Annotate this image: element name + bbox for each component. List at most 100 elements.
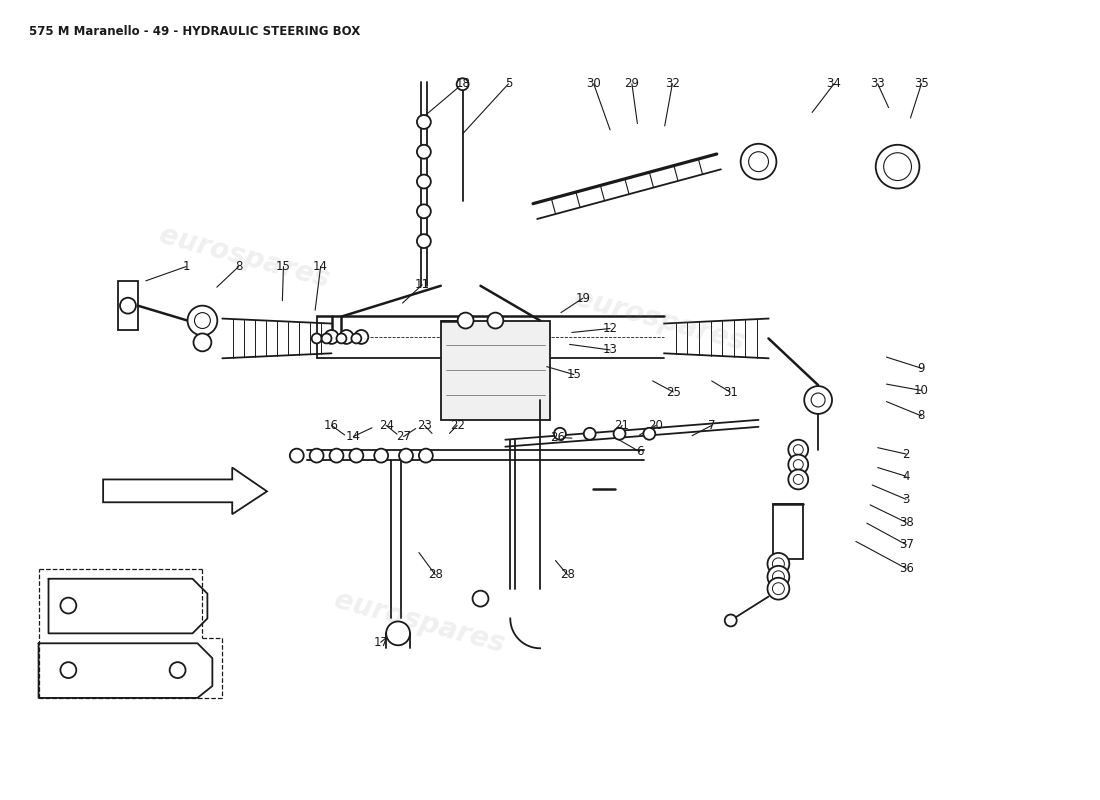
Circle shape xyxy=(789,454,808,474)
Text: 24: 24 xyxy=(378,419,394,432)
Circle shape xyxy=(419,449,432,462)
Circle shape xyxy=(330,449,343,462)
Text: 19: 19 xyxy=(575,292,591,305)
Text: 38: 38 xyxy=(899,516,913,529)
Circle shape xyxy=(169,662,186,678)
Text: 8: 8 xyxy=(235,260,242,273)
Circle shape xyxy=(350,449,363,462)
Text: 5: 5 xyxy=(505,78,513,90)
Text: 22: 22 xyxy=(450,419,464,432)
Text: 15: 15 xyxy=(276,260,290,273)
Text: 30: 30 xyxy=(586,78,601,90)
Circle shape xyxy=(789,470,808,490)
Text: eurospares: eurospares xyxy=(330,586,507,658)
Text: 37: 37 xyxy=(899,538,913,551)
Circle shape xyxy=(351,334,361,343)
Circle shape xyxy=(749,152,769,171)
Text: 34: 34 xyxy=(826,78,842,90)
Text: eurospares: eurospares xyxy=(571,284,748,357)
Circle shape xyxy=(487,313,504,329)
Circle shape xyxy=(789,440,808,459)
Text: 28: 28 xyxy=(560,568,575,582)
Text: 29: 29 xyxy=(625,78,639,90)
Circle shape xyxy=(120,298,136,314)
Circle shape xyxy=(386,622,410,646)
Circle shape xyxy=(793,474,803,485)
Circle shape xyxy=(324,330,339,344)
Text: 21: 21 xyxy=(615,419,629,432)
Text: 28: 28 xyxy=(428,568,442,582)
Circle shape xyxy=(417,145,431,158)
Circle shape xyxy=(883,153,912,181)
Circle shape xyxy=(311,334,321,343)
Text: 14: 14 xyxy=(314,260,328,273)
Circle shape xyxy=(804,386,832,414)
Circle shape xyxy=(354,330,368,344)
Text: 20: 20 xyxy=(649,419,663,432)
Text: 35: 35 xyxy=(914,78,928,90)
Polygon shape xyxy=(103,467,267,514)
Circle shape xyxy=(772,571,784,582)
Text: 2: 2 xyxy=(902,447,910,461)
Circle shape xyxy=(195,313,210,329)
Circle shape xyxy=(793,445,803,454)
Text: 8: 8 xyxy=(917,410,925,422)
Circle shape xyxy=(417,204,431,218)
Circle shape xyxy=(374,449,388,462)
Text: 18: 18 xyxy=(455,78,470,90)
Circle shape xyxy=(337,334,346,343)
Circle shape xyxy=(584,428,596,440)
Text: 10: 10 xyxy=(914,384,928,397)
Circle shape xyxy=(614,428,626,440)
Circle shape xyxy=(417,174,431,189)
Circle shape xyxy=(768,553,790,574)
Circle shape xyxy=(340,330,353,344)
Text: 12: 12 xyxy=(603,322,617,335)
Circle shape xyxy=(793,459,803,470)
Circle shape xyxy=(554,428,565,440)
Circle shape xyxy=(725,614,737,626)
Circle shape xyxy=(321,334,331,343)
Text: 17: 17 xyxy=(373,636,388,649)
Text: 36: 36 xyxy=(899,562,913,575)
Text: 3: 3 xyxy=(902,493,910,506)
Circle shape xyxy=(289,449,304,462)
Circle shape xyxy=(473,590,488,606)
Text: 13: 13 xyxy=(603,343,617,357)
Circle shape xyxy=(811,393,825,407)
Text: 31: 31 xyxy=(723,386,738,398)
Text: 9: 9 xyxy=(917,362,925,374)
Text: 26: 26 xyxy=(550,431,565,444)
Circle shape xyxy=(60,662,76,678)
Text: 15: 15 xyxy=(566,368,582,381)
Circle shape xyxy=(417,234,431,248)
Text: 7: 7 xyxy=(708,419,715,432)
Text: 25: 25 xyxy=(666,386,681,398)
Text: 575 M Maranello - 49 - HYDRAULIC STEERING BOX: 575 M Maranello - 49 - HYDRAULIC STEERIN… xyxy=(29,25,360,38)
Circle shape xyxy=(194,334,211,351)
Circle shape xyxy=(456,78,469,90)
Circle shape xyxy=(768,566,790,588)
Bar xyxy=(441,321,550,420)
Bar xyxy=(118,281,138,330)
Circle shape xyxy=(310,449,323,462)
Text: 6: 6 xyxy=(636,445,644,458)
Circle shape xyxy=(187,306,218,335)
Text: 33: 33 xyxy=(870,78,886,90)
Circle shape xyxy=(772,558,784,570)
Text: 23: 23 xyxy=(417,419,432,432)
Text: 27: 27 xyxy=(396,430,411,443)
Text: 4: 4 xyxy=(902,470,910,482)
Bar xyxy=(773,504,803,559)
Circle shape xyxy=(60,598,76,614)
Text: 16: 16 xyxy=(324,419,339,432)
Circle shape xyxy=(458,313,473,329)
Circle shape xyxy=(768,578,790,600)
Circle shape xyxy=(399,449,412,462)
Text: 14: 14 xyxy=(345,430,361,443)
Circle shape xyxy=(772,582,784,594)
Text: 1: 1 xyxy=(183,260,190,273)
Circle shape xyxy=(876,145,920,189)
Circle shape xyxy=(740,144,777,179)
Text: 11: 11 xyxy=(415,278,430,291)
